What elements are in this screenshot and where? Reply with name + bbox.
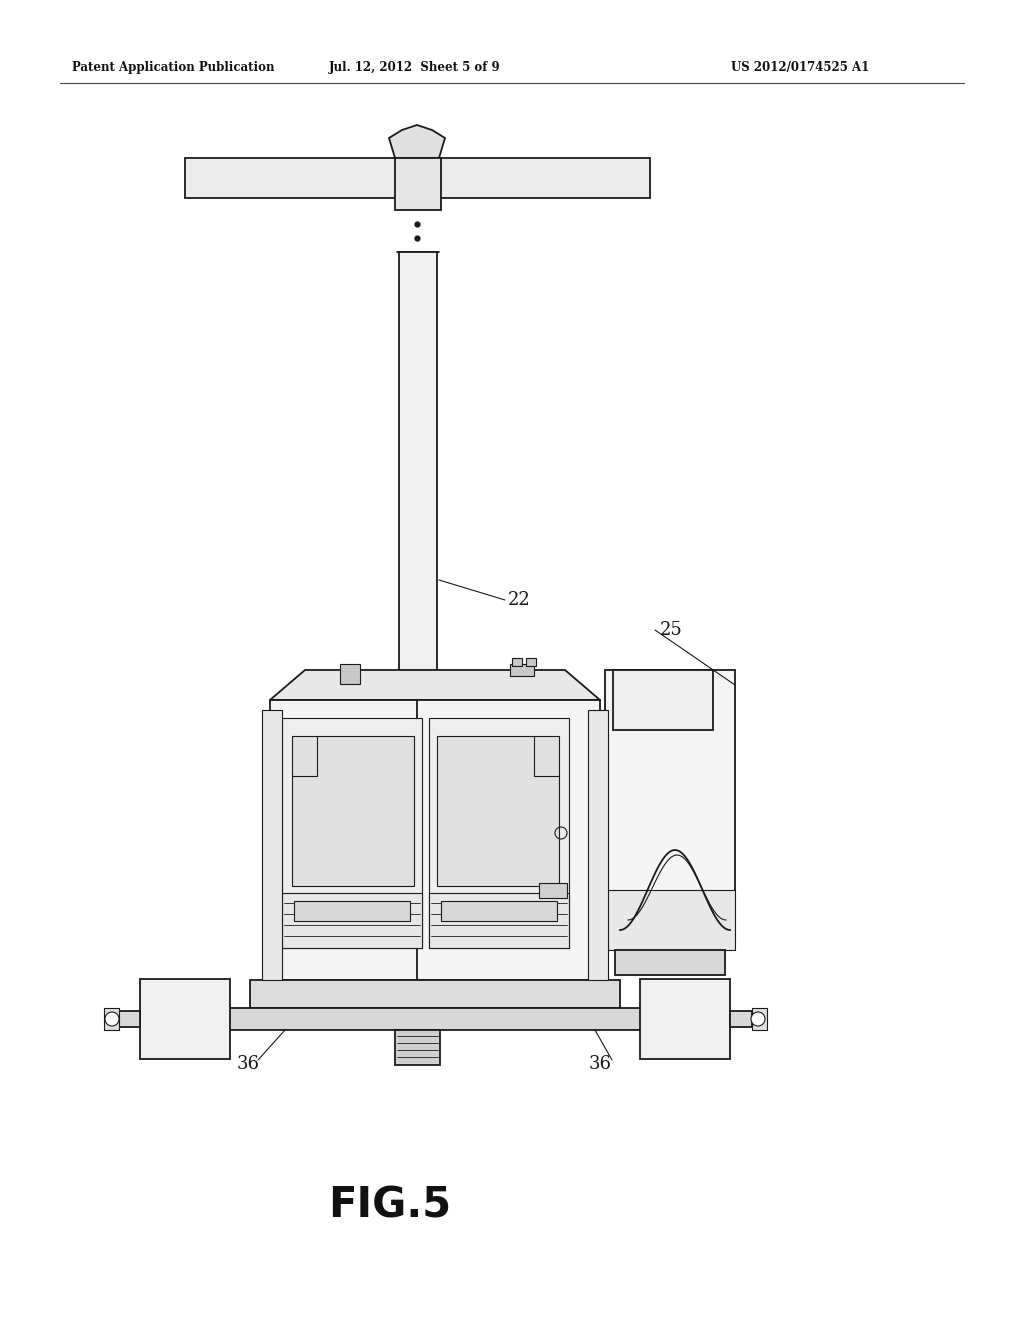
Bar [185,158,650,198]
Text: 25: 25 [660,620,683,639]
Bar [437,737,559,886]
Text: 36: 36 [589,1055,611,1073]
Bar [613,671,713,730]
Bar [605,671,735,950]
Text: Patent Application Publication: Patent Application Publication [72,62,274,74]
Circle shape [751,1012,765,1026]
Bar [395,1030,440,1065]
Bar [588,710,608,979]
Bar [118,1011,140,1027]
Bar [510,664,534,676]
Bar [294,902,410,921]
Text: US 2012/0174525 A1: US 2012/0174525 A1 [731,62,869,74]
Bar [140,979,230,1059]
Bar [429,718,569,948]
Bar [270,700,600,979]
Bar [325,672,357,700]
Bar [104,1008,119,1030]
Bar [526,657,536,667]
Bar [429,894,569,948]
Bar [752,1008,767,1030]
Bar [730,1011,752,1027]
Bar [282,718,422,948]
Bar [282,894,422,948]
Bar [539,883,567,898]
Bar [250,979,620,1008]
Bar [399,252,437,719]
Text: Jul. 12, 2012  Sheet 5 of 9: Jul. 12, 2012 Sheet 5 of 9 [329,62,501,74]
Bar [615,950,725,975]
Polygon shape [389,125,445,158]
Bar [513,672,545,700]
Bar [340,664,360,684]
Bar [640,979,730,1059]
Bar [262,710,282,979]
Circle shape [105,1012,119,1026]
Bar [512,657,522,667]
Text: 36: 36 [237,1055,259,1073]
Text: FIG.5: FIG.5 [329,1184,452,1226]
Bar [395,158,441,210]
Bar [441,902,557,921]
Polygon shape [270,671,600,700]
Text: 22: 22 [508,591,530,609]
Bar [215,1008,655,1030]
Bar [605,890,735,950]
Bar [292,737,414,886]
